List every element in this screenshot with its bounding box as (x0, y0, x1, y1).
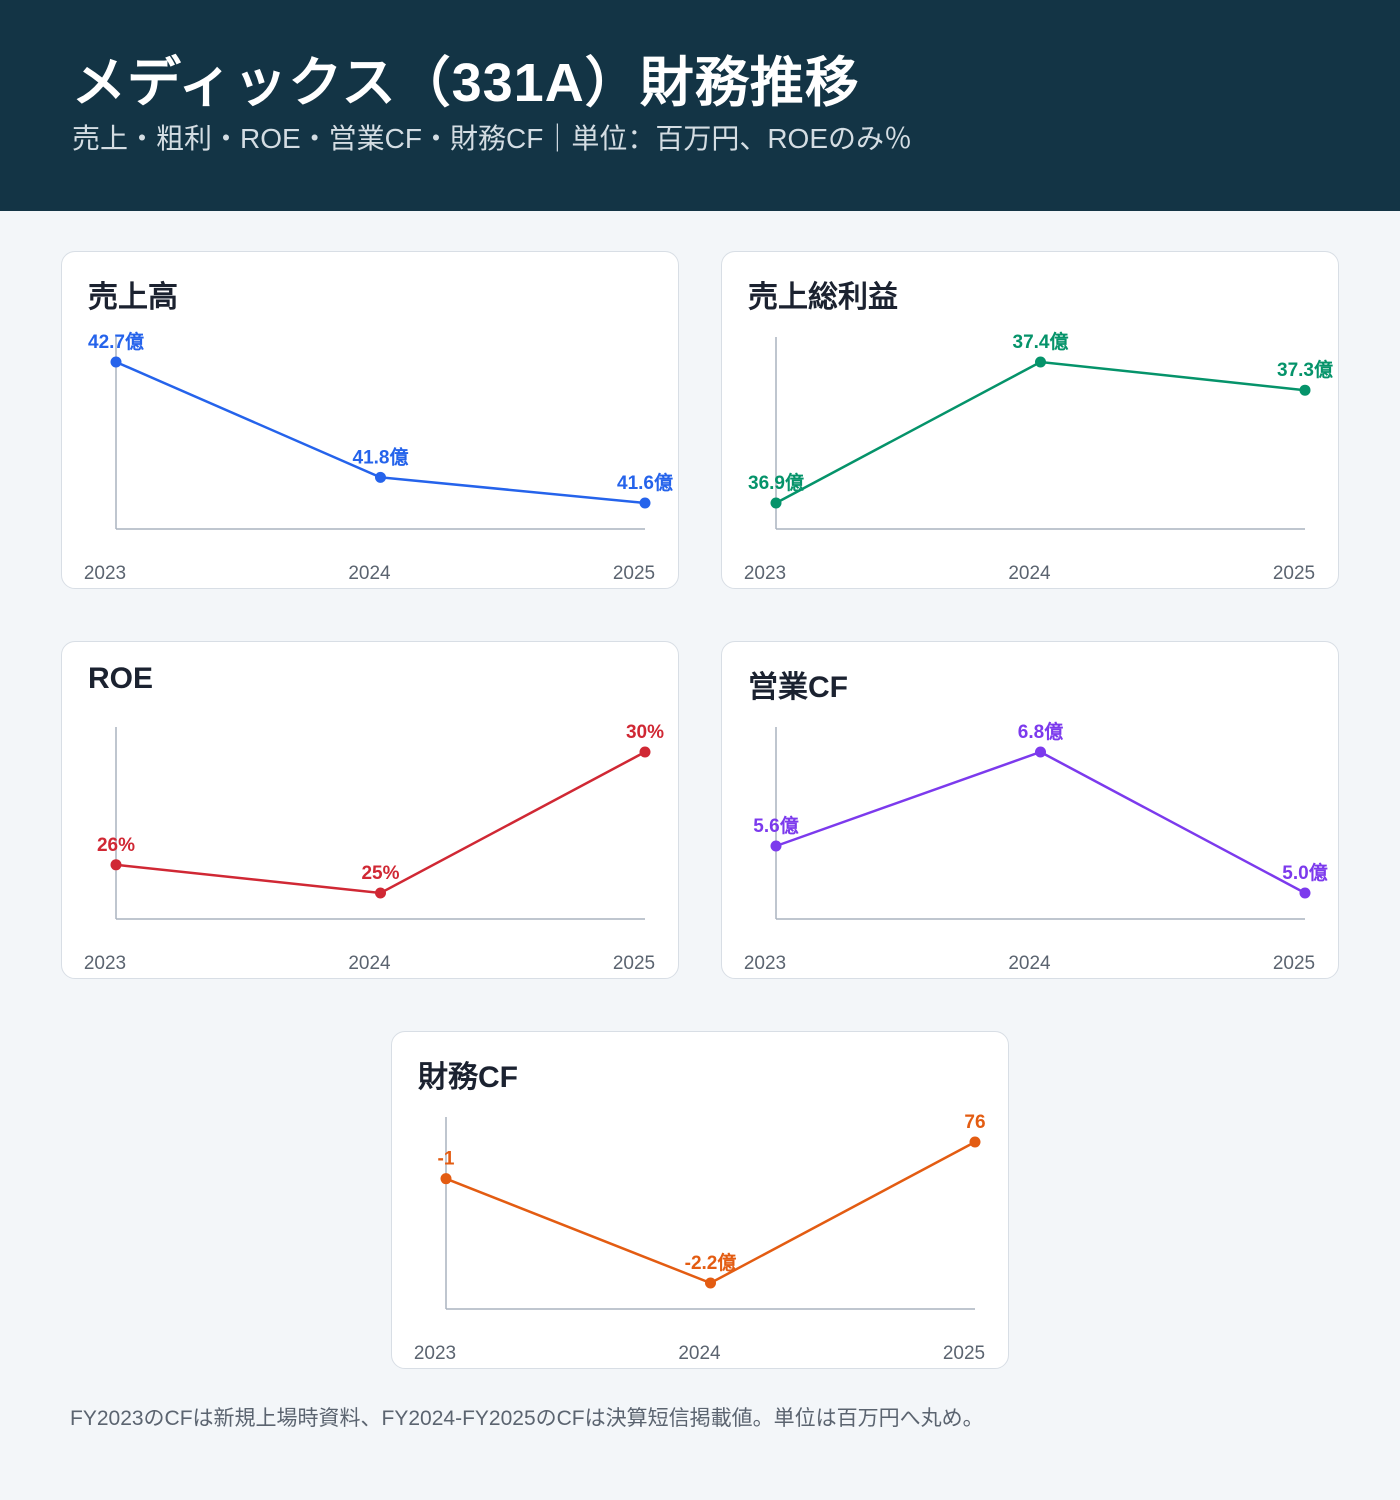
x-tick-label: 2025 (1273, 563, 1315, 584)
chart-plot: 26% 2023 25% 2024 30% 2025 (84, 722, 664, 974)
page-title: メディックス（331A）財務推移 (72, 53, 860, 113)
data-label: 5.6億 (753, 814, 798, 837)
chart-title: 営業CF (748, 671, 848, 704)
x-tick-label: 2023 (414, 1343, 456, 1364)
x-tick-label: 2025 (943, 1343, 985, 1364)
data-label: 26% (97, 835, 135, 856)
chart-title: 財務CF (418, 1061, 518, 1094)
chart-card-roe: ROE 26% 2023 25% 2024 30% 2025 (61, 641, 679, 979)
x-tick-label: 2024 (348, 563, 391, 584)
data-point (770, 497, 782, 509)
x-tick-label: 2023 (744, 953, 786, 974)
x-tick-label: 2024 (1008, 953, 1051, 974)
chart-card-operating-cf: 営業CF 5.6億 2023 6.8億 2024 5.0億 2025 (721, 641, 1339, 979)
chart-card-gross-profit: 売上総利益 36.9億 2023 37.4億 2024 37.3億 2025 (721, 251, 1339, 589)
data-point (1035, 356, 1046, 368)
chart-plot: -1 2023 -2.2億 2024 76 2025 (414, 1112, 986, 1364)
data-point (639, 746, 651, 758)
chart-plot: 36.9億 2023 37.4億 2024 37.3億 2025 (744, 330, 1333, 584)
x-tick-label: 2024 (678, 1343, 721, 1364)
x-tick-label: 2023 (84, 563, 126, 584)
x-tick-label: 2023 (744, 563, 786, 584)
data-point (969, 1136, 981, 1148)
data-point (110, 356, 122, 368)
x-tick-label: 2025 (613, 563, 655, 584)
data-point (375, 887, 386, 899)
data-label: -2.2億 (685, 1251, 737, 1274)
data-point (440, 1173, 452, 1185)
data-label: 25% (361, 863, 399, 884)
x-tick-label: 2024 (1008, 563, 1051, 584)
x-tick-label: 2024 (348, 953, 391, 974)
x-tick-label: 2023 (84, 953, 126, 974)
data-label: 42.7億 (88, 330, 144, 353)
series-line (775, 360, 1306, 505)
chart-plot: 5.6億 2023 6.8億 2024 5.0億 2025 (744, 720, 1328, 974)
chart-title: 売上高 (88, 281, 178, 314)
chart-title: 売上総利益 (748, 281, 898, 314)
chart-card-financing-cf: 財務CF -1 2023 -2.2億 2024 76 2025 (391, 1031, 1009, 1369)
chart-card-sales: 売上高 42.7億 2023 41.8億 2024 41.6億 2025 (61, 251, 679, 589)
series-line (775, 750, 1306, 895)
data-point (705, 1277, 716, 1289)
data-point (1035, 746, 1046, 758)
data-label: 41.6億 (617, 471, 673, 494)
data-label: 30% (626, 722, 664, 743)
data-point (375, 471, 386, 483)
data-point (110, 859, 122, 871)
data-label: 37.4億 (1013, 330, 1069, 353)
data-label: 6.8億 (1018, 720, 1063, 743)
page-subtitle: 売上・粗利・ROE・営業CF・財務CF｜単位：百万円、ROEのみ％ (72, 123, 913, 154)
data-point (1299, 384, 1311, 396)
data-label: 37.3億 (1277, 358, 1333, 381)
chart-title: ROE (88, 662, 154, 695)
data-label: -1 (438, 1149, 455, 1170)
footnote: FY2023のCFは新規上場時資料、FY2024-FY2025のCFは決算短信掲… (70, 1407, 984, 1430)
data-label: 76 (964, 1112, 985, 1133)
data-label: 36.9億 (748, 471, 804, 494)
data-label: 5.0億 (1282, 861, 1327, 884)
data-point (639, 497, 651, 509)
header: メディックス（331A）財務推移 売上・粗利・ROE・営業CF・財務CF｜単位：… (0, 0, 1400, 211)
data-point (770, 840, 782, 852)
data-point (1299, 887, 1311, 899)
data-label: 41.8億 (353, 445, 409, 468)
chart-plot: 42.7億 2023 41.8億 2024 41.6億 2025 (84, 330, 673, 584)
x-tick-label: 2025 (613, 953, 655, 974)
x-tick-label: 2025 (1273, 953, 1315, 974)
